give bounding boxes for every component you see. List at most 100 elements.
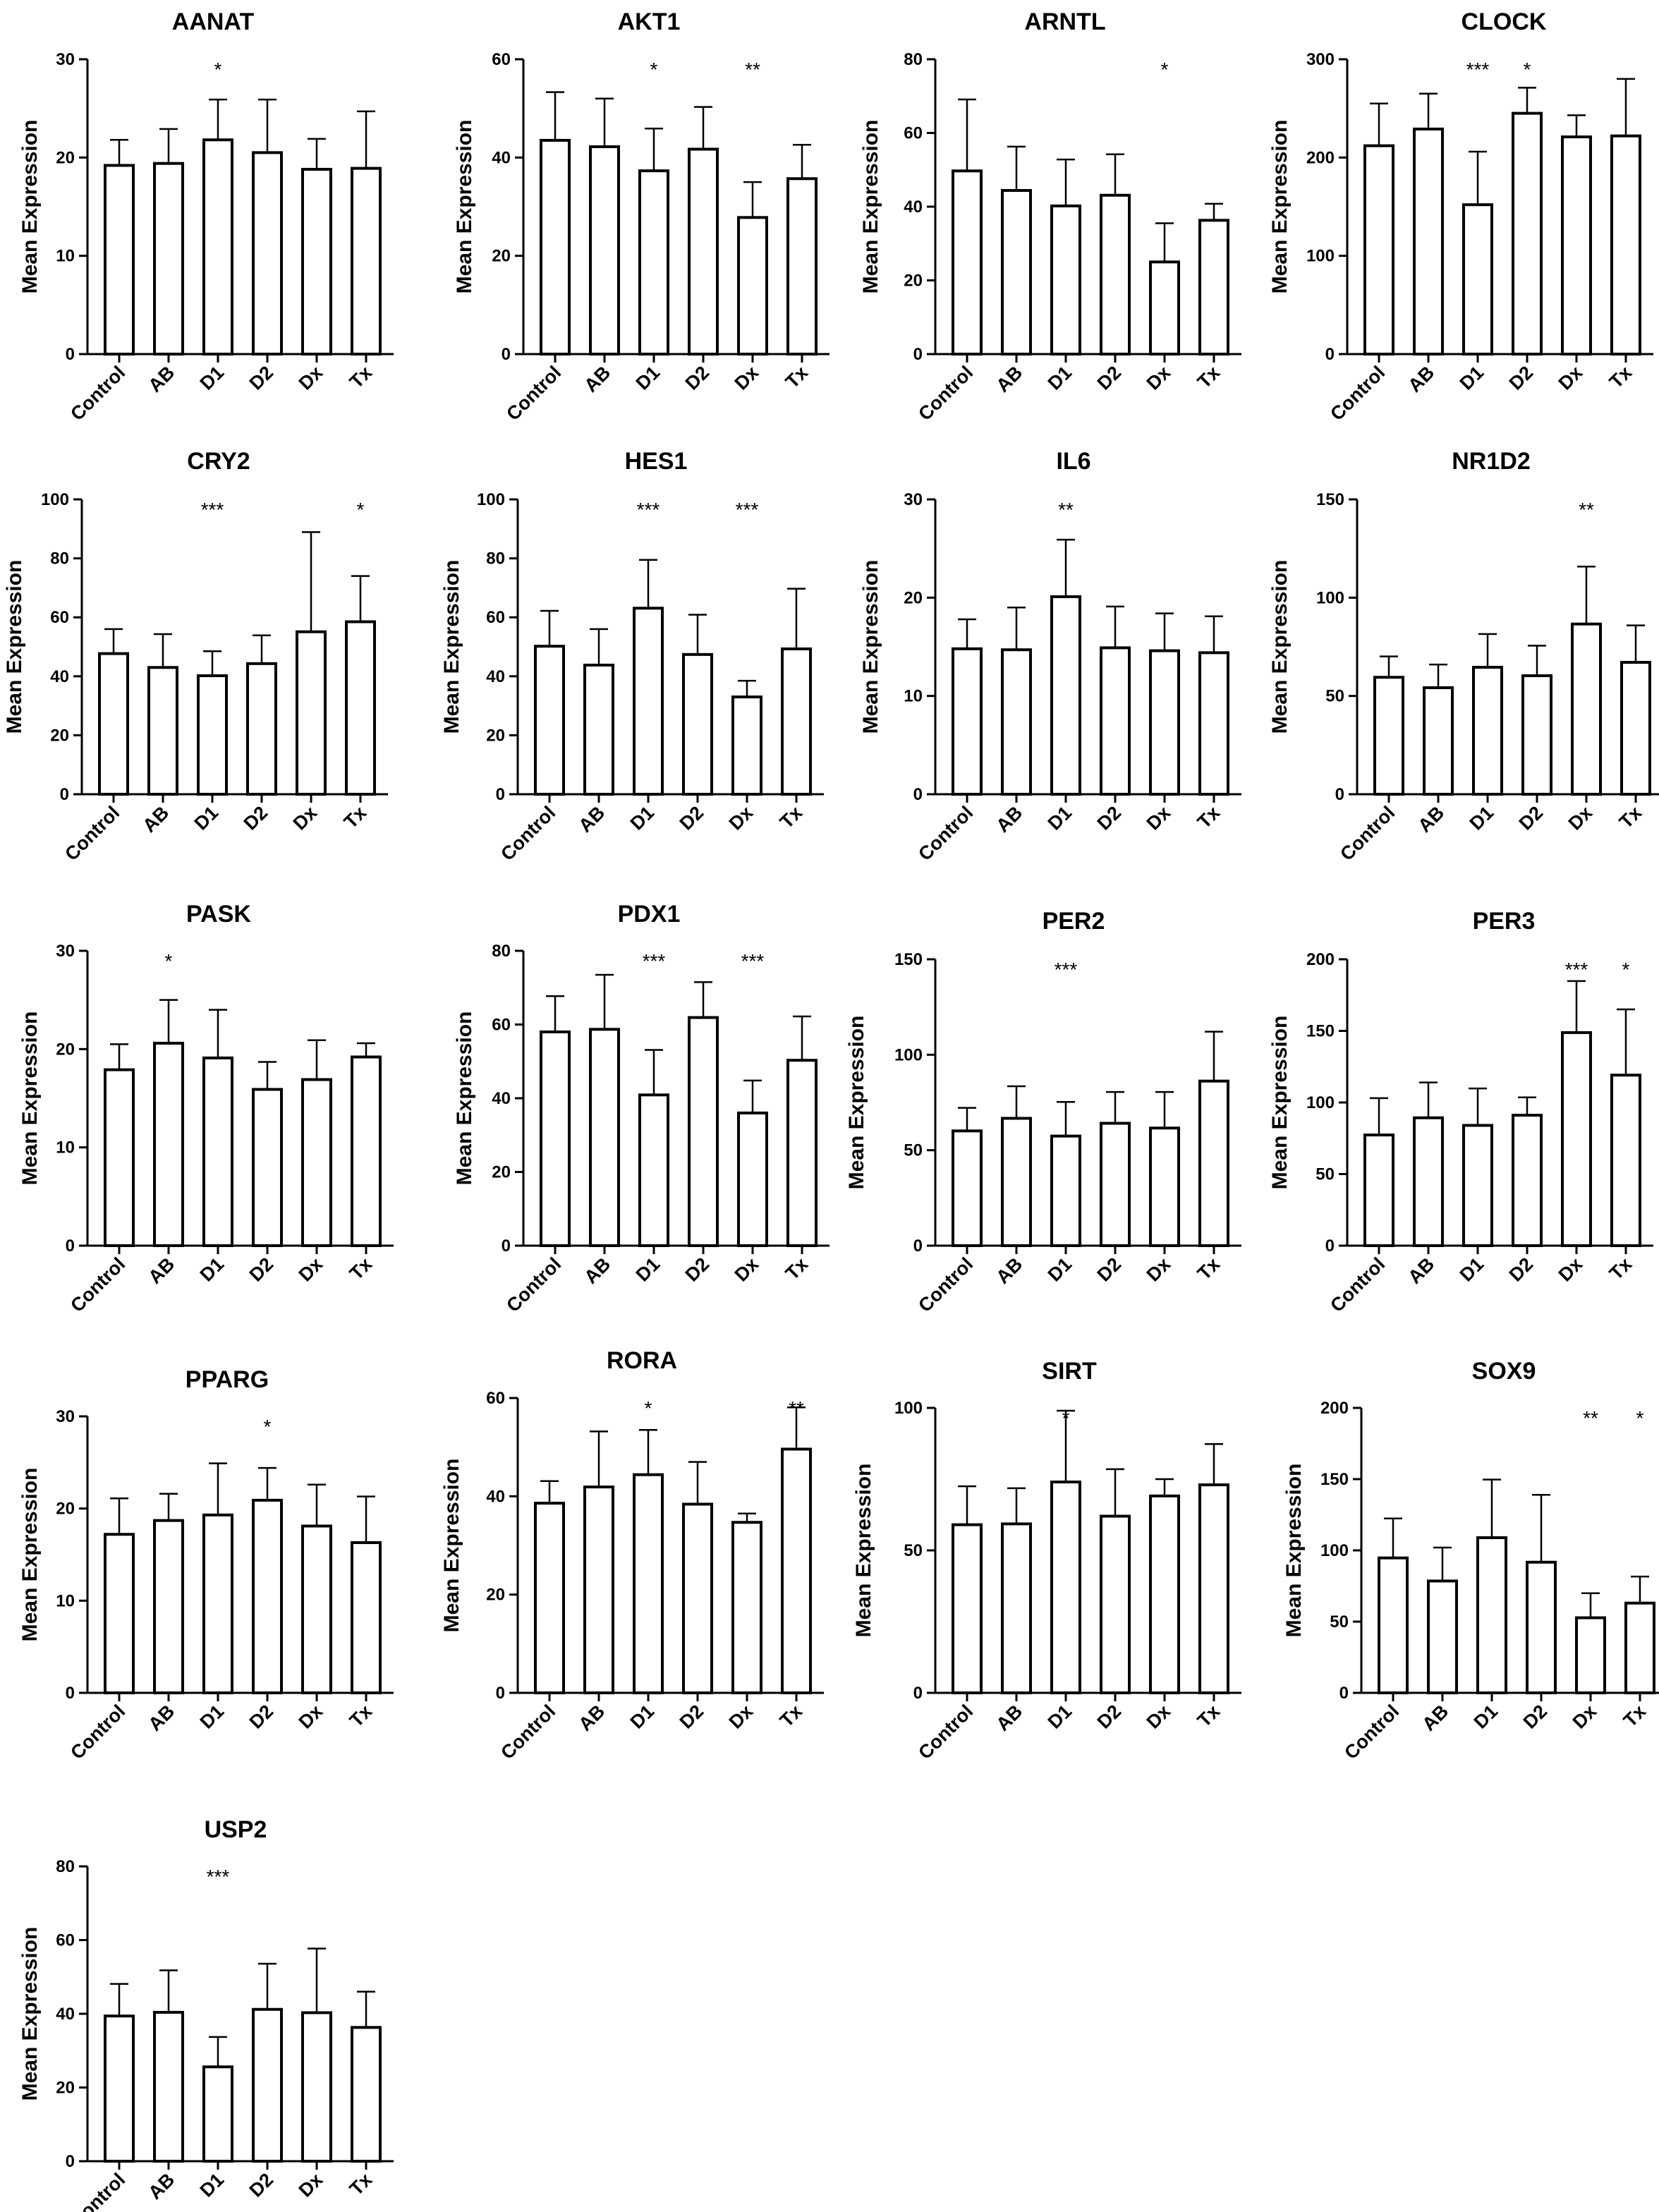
significance-marker: *** [1055, 959, 1078, 980]
significance-marker: ** [745, 59, 760, 80]
y-tick-label: 20 [56, 148, 75, 167]
x-tick-label-dx: Dx [1143, 362, 1175, 394]
bar-d2 [682, 1502, 713, 1694]
chart-panel-pparg: PPARG Mean Expression 0 10 20 30 Control AB D1 * D… [18, 1366, 394, 1763]
chart-panel-arntl: ARNTL Mean Expression 0 20 40 60 80 Control AB D1… [859, 8, 1241, 425]
y-tick-label: 30 [904, 490, 923, 509]
bar-dx [1149, 1494, 1180, 1694]
y-axis-label: Mean Expression [845, 1016, 868, 1190]
significance-marker: * [1636, 1407, 1644, 1429]
bar-d1 [1050, 1481, 1081, 1695]
significance-marker: * [1622, 959, 1630, 980]
x-tick-label-dx: Dx [731, 1253, 763, 1286]
x-tick-label-ab: AB [574, 1701, 609, 1735]
x-tick-label-control: Control [66, 2169, 129, 2212]
bar-tx [1198, 219, 1229, 356]
x-tick-label-d1: D1 [632, 1253, 664, 1286]
y-axis-label: Mean Expression [1282, 1464, 1306, 1638]
y-tick-label: 80 [492, 942, 511, 961]
x-tick-label-tx: Tx [1605, 1253, 1636, 1284]
chart-title: NR1D2 [1452, 448, 1530, 475]
y-tick-label: 10 [904, 687, 923, 706]
y-tick-label: 100 [1320, 1541, 1349, 1560]
x-tick-label-dx: Dx [725, 1701, 758, 1733]
bar-control [534, 645, 565, 796]
chart-panel-per2: PER2 Mean Expression 0 50 100 150 Control AB ***… [845, 908, 1241, 1316]
y-tick-label: 40 [492, 148, 511, 167]
y-tick-label: 0 [60, 785, 69, 804]
y-axis-label: Mean Expression [18, 1468, 42, 1642]
panels: AANAT Mean Expression 0 10 20 30 Control AB * D1 D… [3, 8, 1659, 2212]
bar-control [540, 1030, 571, 1247]
y-tick-label: 100 [1316, 588, 1344, 607]
y-tick-label: 40 [486, 1487, 505, 1506]
x-tick-label-d2: D2 [1093, 1253, 1126, 1286]
bar-d2 [252, 2007, 283, 2163]
bar-tx [351, 1541, 382, 1695]
x-tick-label-tx: Tx [1193, 362, 1224, 392]
x-tick-label-control: Control [502, 1253, 565, 1316]
x-tick-label-control: Control [502, 362, 565, 425]
x-tick-label-tx: Tx [782, 1253, 812, 1284]
chart-title: SIRT [1042, 1358, 1097, 1385]
bar-d2 [1100, 1122, 1131, 1248]
x-tick-label-ab: AB [144, 362, 178, 396]
y-axis-label: Mean Expression [3, 560, 26, 734]
bar-d1 [1050, 595, 1081, 796]
y-axis-label: Mean Expression [453, 120, 476, 294]
bar-tx [1198, 1079, 1229, 1247]
y-tick-label: 150 [1316, 490, 1344, 509]
x-tick-label-dx: Dx [295, 1253, 327, 1286]
bar-control [98, 652, 129, 796]
x-tick-label-tx: Tx [346, 2169, 376, 2199]
x-tick-label-tx: Tx [776, 802, 806, 832]
y-tick-label: 40 [56, 2005, 75, 2024]
significance-marker: ** [1583, 1407, 1598, 1429]
x-tick-label-d2: D2 [676, 802, 708, 834]
x-tick-label-d2: D2 [245, 1253, 278, 1286]
bar-control [1363, 1134, 1394, 1248]
bar-control [952, 647, 983, 796]
x-tick-label-control: Control [497, 802, 559, 865]
y-tick-label: 10 [56, 1591, 75, 1610]
bar-d1 [1472, 665, 1503, 796]
y-tick-label: 60 [50, 608, 69, 627]
y-tick-label: 150 [894, 950, 923, 969]
y-tick-label: 0 [1325, 1236, 1335, 1256]
y-tick-label: 10 [56, 247, 75, 266]
bar-d1 [1476, 1536, 1507, 1694]
x-tick-label-control: Control [497, 1701, 559, 1763]
bar-dx [731, 695, 762, 796]
y-tick-label: 40 [486, 667, 505, 686]
x-tick-label-dx: Dx [725, 802, 758, 834]
bar-tx [786, 1059, 818, 1247]
x-tick-label-d1: D1 [1044, 1701, 1076, 1733]
y-tick-label: 30 [56, 1407, 75, 1426]
x-tick-label-tx: Tx [1620, 1701, 1650, 1731]
chart-title: PPARG [186, 1366, 269, 1393]
bar-control [1378, 1556, 1409, 1695]
significance-marker: * [1524, 59, 1531, 80]
bar-d2 [1512, 111, 1543, 356]
y-tick-label: 0 [502, 1236, 511, 1256]
y-tick-label: 0 [66, 345, 75, 364]
bar-d2 [1100, 1514, 1131, 1695]
x-tick-label-control: Control [66, 1701, 129, 1763]
x-tick-label-ab: AB [992, 1701, 1026, 1735]
bar-tx [786, 177, 818, 356]
chart-panel-usp2: USP2 Mean Expression 0 20 40 60 80 Control AB ***… [18, 1816, 394, 2212]
x-tick-label-ab: AB [1418, 1701, 1452, 1735]
bar-control [104, 1533, 135, 1695]
x-tick-label-d1: D1 [1470, 1701, 1502, 1733]
x-tick-label-d2: D2 [245, 1701, 278, 1733]
bar-ab [1001, 189, 1032, 356]
x-tick-label-control: Control [914, 1253, 977, 1316]
y-tick-label: 300 [1306, 50, 1335, 69]
significance-marker: *** [637, 499, 660, 521]
chart-title: PDX1 [618, 901, 681, 928]
bar-dx [301, 1524, 332, 1695]
bar-ab [153, 162, 184, 356]
y-tick-label: 60 [492, 50, 511, 69]
chart-panel-rora: RORA Mean Expression 0 20 40 60 Control AB * D1 D2… [440, 1347, 824, 1763]
chart-title: SOX9 [1472, 1358, 1536, 1385]
